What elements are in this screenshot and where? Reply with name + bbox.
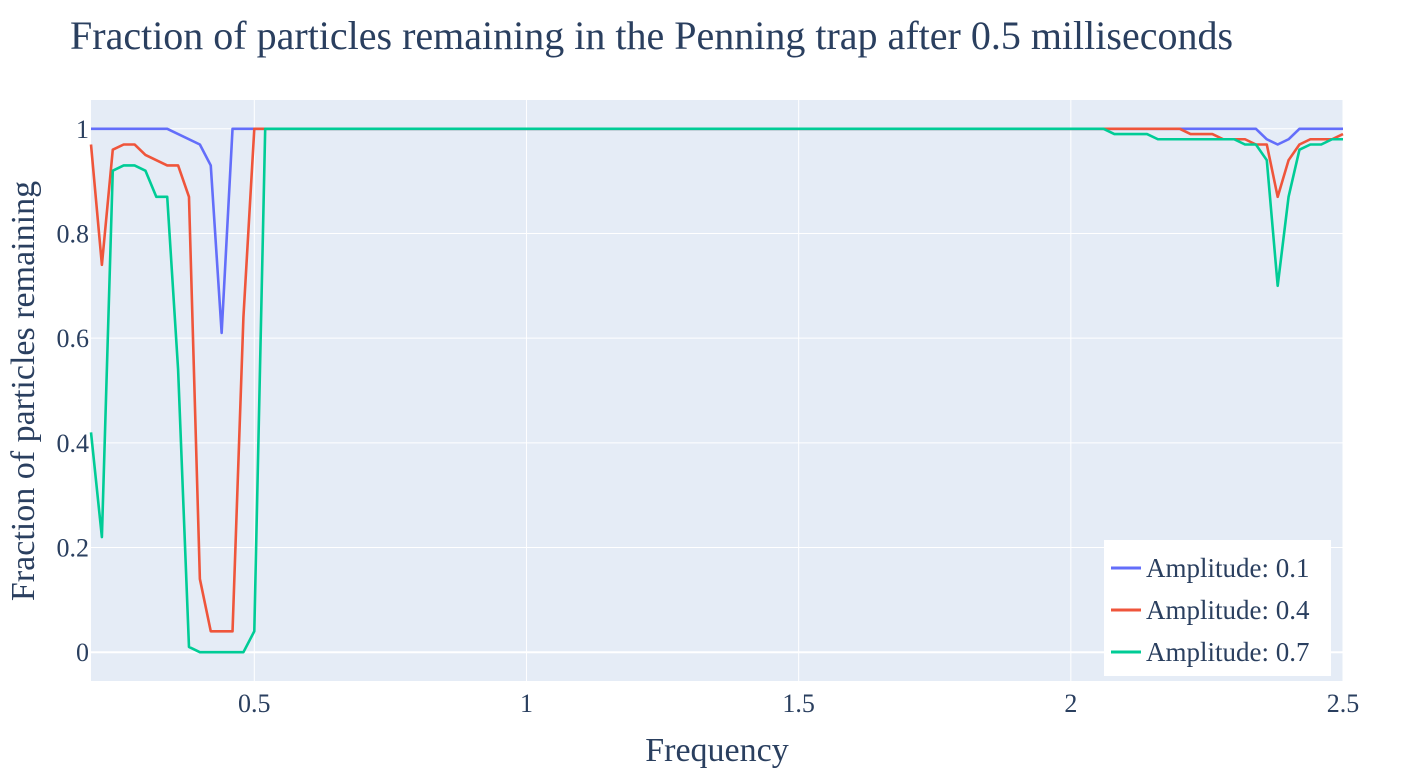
y-tick-label: 0 bbox=[76, 638, 89, 667]
chart-title: Fraction of particles remaining in the P… bbox=[70, 13, 1234, 58]
x-axis-title: Frequency bbox=[645, 732, 789, 769]
x-tick-label: 1 bbox=[520, 689, 533, 718]
x-tick-label: 2 bbox=[1064, 689, 1077, 718]
y-tick-label: 0.4 bbox=[57, 429, 90, 458]
y-axis-title: Fraction of particles remaining bbox=[5, 181, 42, 601]
legend-label-2[interactable]: Amplitude: 0.4 bbox=[1146, 595, 1310, 625]
tick-layer: 0 0.2 0.4 0.6 0.8 1 0.5 1 1.5 2 2.5 bbox=[57, 115, 1360, 718]
y-tick-label: 0.6 bbox=[57, 324, 90, 353]
series-line-3 bbox=[89, 127, 1343, 654]
x-tick-label: 2.5 bbox=[1327, 689, 1360, 718]
y-tick-label: 1 bbox=[76, 115, 89, 144]
x-tick-label: 1.5 bbox=[782, 689, 815, 718]
series-layer bbox=[89, 127, 1344, 654]
legend[interactable]: Amplitude: 0.1 Amplitude: 0.4 Amplitude: 0… bbox=[1104, 540, 1331, 676]
x-tick-label: 0.5 bbox=[238, 689, 271, 718]
legend-items: Amplitude: 0.1 Amplitude: 0.4 Amplitude: 0… bbox=[1111, 553, 1310, 667]
y-tick-label: 0.2 bbox=[57, 534, 90, 563]
legend-label-1[interactable]: Amplitude: 0.1 bbox=[1146, 553, 1310, 583]
legend-label-3[interactable]: Amplitude: 0.7 bbox=[1146, 637, 1310, 667]
y-tick-label: 0.8 bbox=[57, 219, 90, 248]
legend-box bbox=[1104, 540, 1331, 676]
